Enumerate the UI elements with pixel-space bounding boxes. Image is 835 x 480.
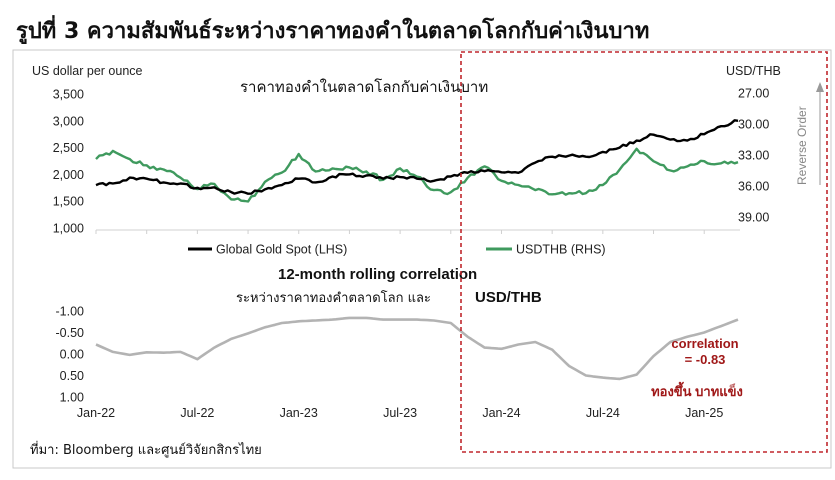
x-tick-label: Jul-23 [383,406,417,420]
bottom-chart-subtitle-thai: ระหว่างราคาทองคำตลาดโลก และ [236,290,431,306]
legend-label-gold: Global Gold Spot (LHS) [216,243,347,257]
annotation-correlation-value: = -0.83 [685,352,726,367]
annotation-gold-up-baht-strong: ทองขึ้น บาทแข็ง [651,381,743,399]
legend: Global Gold Spot (LHS) USDTHB (RHS) [188,243,606,257]
right-tick-label: 36.00 [738,180,769,194]
left-tick-label: 1,500 [53,195,84,209]
left-axis-ticks: 3,500 3,000 2,500 2,000 1,500 1,000 [53,88,84,236]
reverse-order-arrow-head [816,82,824,92]
x-tick-label: Jan-23 [280,406,318,420]
x-tick-label: Jan-22 [77,406,115,420]
correlation-series [95,316,739,381]
right-tick-label: 27.00 [738,87,769,101]
correlation-tick-label: 0.50 [60,369,84,383]
x-axis-ticks: Jan-22 Jul-22 Jan-23 Jul-23 Jan-24 Jul-24 Jan-… [77,406,723,420]
annotation-correlation: correlation [671,336,738,351]
series-usdthb-line [95,147,739,203]
right-tick-label: 30.00 [738,118,769,132]
bottom-chart-subtitle-en: USD/THB [475,289,542,306]
x-tick-label: Jan-25 [685,406,723,420]
correlation-tick-label: 1.00 [60,391,84,405]
right-axis-label: USD/THB [726,64,781,78]
source-note: ที่มา: Bloomberg และศูนย์วิจัยกสิกรไทย [30,441,262,458]
correlation-line [95,316,739,381]
right-tick-label: 33.00 [738,149,769,163]
bottom-chart-title: 12-month rolling correlation [278,266,477,283]
left-tick-label: 1,000 [53,222,84,236]
left-axis-label: US dollar per ounce [32,64,143,78]
correlation-axis-ticks: -1.00 -0.50 0.00 0.50 1.00 [56,305,85,405]
left-tick-label: 2,500 [53,141,84,155]
left-tick-label: 2,000 [53,168,84,182]
correlation-tick-label: -0.50 [56,326,85,340]
highlight-box [460,51,828,453]
right-axis-ticks: 27.00 30.00 33.00 36.00 39.00 [738,87,769,225]
figure-title: รูปที่ 3 ความสัมพันธ์ระหว่างราคาทองคำในต… [16,14,649,45]
legend-label-usdthb: USDTHB (RHS) [516,243,606,257]
x-tick-label: Jul-24 [586,406,620,420]
top-chart-series [95,119,739,203]
left-tick-label: 3,000 [53,114,84,128]
x-tick-label: Jan-24 [482,406,520,420]
series-gold-line [95,119,739,195]
top-chart-x-tick-marks [95,230,705,234]
x-tick-label: Jul-22 [180,406,214,420]
top-chart-title: ราคาทองคำในตลาดโลกกับค่าเงินบาท [240,78,488,96]
figure-frame [12,49,832,469]
correlation-tick-label: 0.00 [60,348,84,362]
correlation-tick-label: -1.00 [56,305,85,319]
reverse-order-note: Reverse Order [795,106,809,185]
left-tick-label: 3,500 [53,88,84,102]
right-tick-label: 39.00 [738,211,769,225]
